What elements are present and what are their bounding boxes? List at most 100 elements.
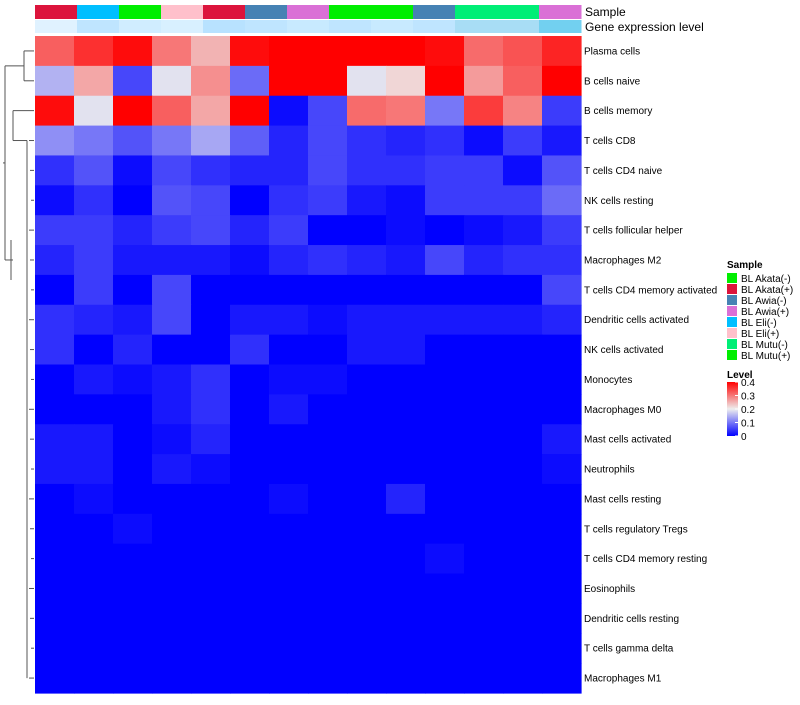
heatmap-cell — [230, 185, 270, 216]
heatmap-cell — [503, 394, 543, 425]
heatmap-cell — [74, 95, 114, 127]
heatmap-cell — [347, 454, 387, 485]
heatmap-cell — [308, 215, 348, 246]
heatmap-cell — [503, 663, 543, 694]
row-label: Plasma cells — [584, 46, 640, 57]
heatmap-cell — [503, 185, 543, 216]
heatmap-cell — [347, 36, 387, 67]
heatmap-cell — [113, 304, 153, 336]
heatmap-cell — [269, 364, 309, 395]
sample-track-cell — [413, 5, 456, 19]
legend-level-tick-label: 0 — [741, 432, 747, 443]
heatmap-cell — [425, 483, 465, 515]
heatmap-cell — [542, 364, 582, 395]
heatmap-cell — [113, 215, 153, 246]
legend-sample-label: BL Eli(+) — [741, 329, 779, 340]
heatmap-cell — [230, 95, 270, 127]
heatmap-cell — [35, 36, 75, 67]
heatmap-cell — [503, 155, 543, 186]
heatmap-cell — [464, 394, 504, 425]
heatmap-cell — [269, 573, 309, 605]
expression-track-cell — [77, 20, 120, 33]
heatmap-cell — [269, 394, 309, 425]
heatmap-cell — [503, 95, 543, 127]
heatmap-cell — [542, 185, 582, 216]
heatmap-cell — [464, 304, 504, 336]
heatmap-cell — [347, 483, 387, 515]
heatmap-cell — [503, 364, 543, 395]
heatmap-cell — [113, 513, 153, 545]
heatmap-cell — [230, 364, 270, 395]
heatmap-cell — [347, 573, 387, 605]
heatmap-cell — [191, 215, 231, 246]
heatmap-cell — [503, 633, 543, 664]
row-label: T cells follicular helper — [584, 226, 683, 237]
expression-track-cell — [161, 20, 204, 33]
heatmap-cell — [542, 155, 582, 186]
heatmap-cell — [542, 603, 582, 634]
heatmap-cell — [113, 36, 153, 67]
expression-track-cell — [497, 20, 540, 33]
heatmap-cell — [386, 274, 426, 306]
heatmap-cell — [386, 573, 426, 605]
heatmap-cell — [152, 513, 192, 545]
heatmap-cell — [464, 95, 504, 127]
heatmap-cell — [269, 424, 309, 455]
sample-track-cell — [455, 5, 498, 19]
heatmap-cell — [542, 573, 582, 605]
heatmap-cell — [347, 95, 387, 127]
legend-sample-swatch — [727, 350, 737, 360]
heatmap-cell — [152, 185, 192, 216]
row-label: Macrophages M1 — [584, 674, 662, 685]
heatmap-cell — [308, 125, 348, 157]
heatmap-cell — [152, 65, 192, 97]
heatmap-cell — [152, 543, 192, 575]
heatmap-cell — [542, 663, 582, 694]
heatmap-cell — [35, 633, 75, 664]
heatmap-cell — [74, 454, 114, 485]
heatmap-cell — [152, 603, 192, 634]
heatmap-cell — [425, 633, 465, 664]
legend-level-tick-label: 0.2 — [741, 405, 755, 416]
heatmap-cell — [35, 364, 75, 395]
heatmap-cell — [308, 65, 348, 97]
heatmap-cell — [503, 274, 543, 306]
heatmap-cell — [347, 603, 387, 634]
heatmap-cell — [269, 543, 309, 575]
heatmap-cell — [347, 424, 387, 455]
heatmap-cell — [347, 155, 387, 186]
heatmap-cell — [35, 215, 75, 246]
heatmap-cell — [269, 513, 309, 545]
legend-level-tick-label: 0.4 — [741, 378, 755, 389]
heatmap-cell — [503, 304, 543, 336]
expression-track-cell — [245, 20, 288, 33]
heatmap-cell — [464, 155, 504, 186]
heatmap-cell — [503, 483, 543, 515]
heatmap-cell — [464, 663, 504, 694]
heatmap-cell — [464, 483, 504, 515]
heatmap-cell — [347, 543, 387, 575]
legend-sample-label: BL Eli(-) — [741, 318, 777, 329]
heatmap-cell — [152, 424, 192, 455]
legend-level-tick-label: 0.3 — [741, 392, 755, 403]
legend-sample-label: BL Mutu(-) — [741, 340, 788, 351]
heatmap-cell — [269, 603, 309, 634]
legend-sample-swatch — [727, 328, 737, 338]
heatmap-cell — [35, 454, 75, 485]
heatmap-cell — [113, 185, 153, 216]
heatmap-cell — [113, 543, 153, 575]
heatmap-cell — [191, 274, 231, 306]
heatmap-cell — [74, 274, 114, 306]
heatmap-cell — [542, 36, 582, 67]
heatmap-cell — [230, 513, 270, 545]
heatmap-cell — [74, 424, 114, 455]
heatmap-cell — [386, 334, 426, 366]
heatmap-cell — [425, 364, 465, 395]
heatmap-cell — [113, 65, 153, 97]
heatmap-cell — [152, 95, 192, 127]
heatmap-cell — [269, 125, 309, 157]
legend-sample-label: BL Mutu(+) — [741, 351, 790, 362]
heatmap-cell — [230, 454, 270, 485]
heatmap-cell — [191, 543, 231, 575]
